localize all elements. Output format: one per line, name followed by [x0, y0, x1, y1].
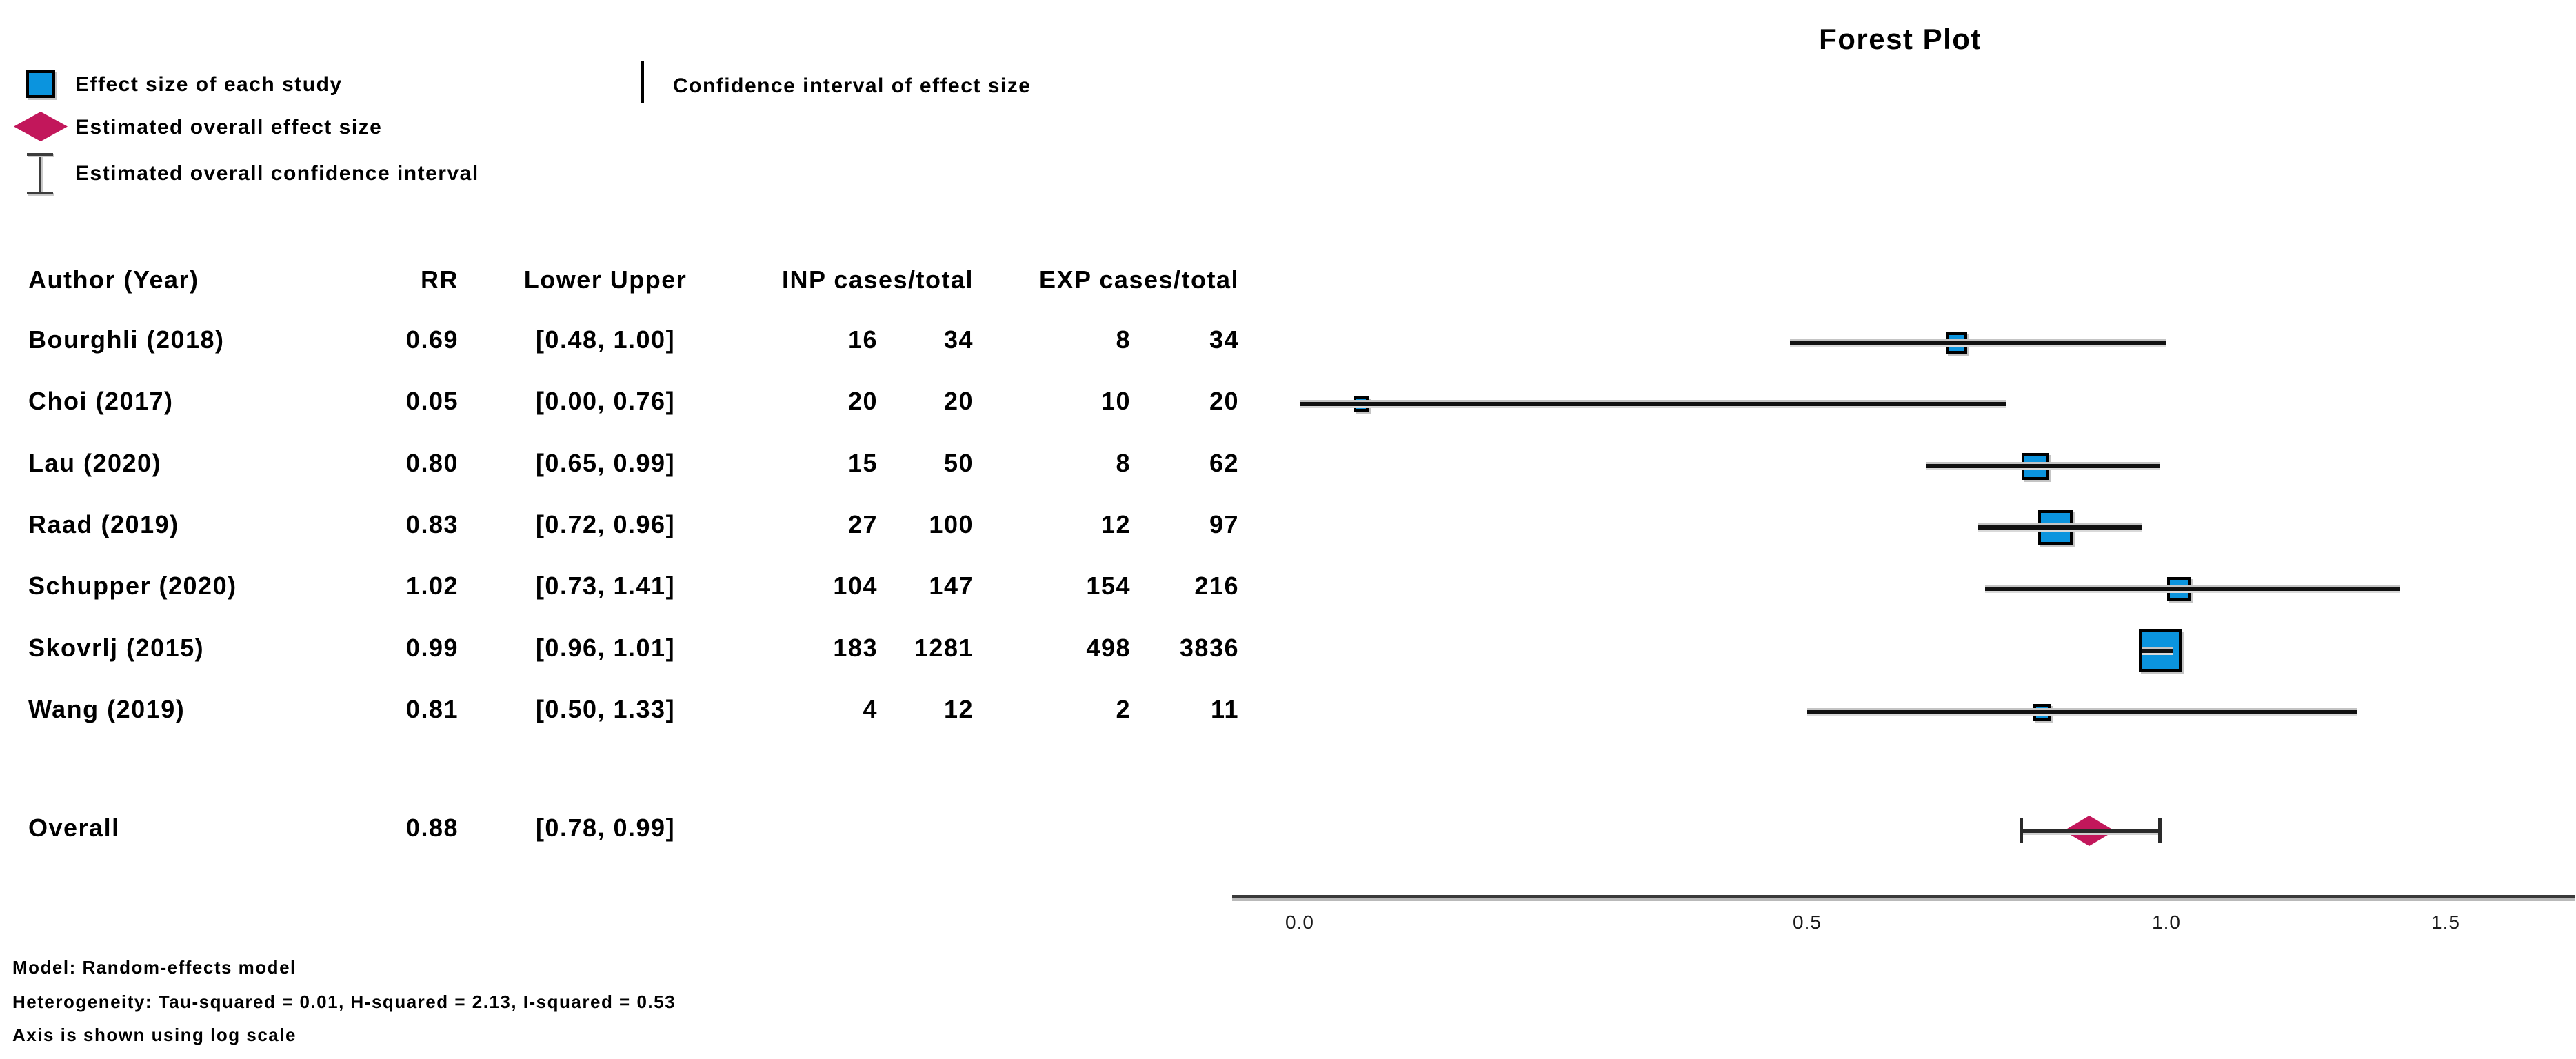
rr-cell: 0.05: [405, 387, 459, 415]
exp_cases-cell: 154: [1086, 572, 1131, 600]
exp_total-cell: 62: [1209, 449, 1239, 477]
ci-cell: [0.73, 1.41]: [535, 572, 676, 600]
exp_total-cell: 34: [1209, 325, 1239, 354]
author-cell: Lau (2020): [28, 449, 162, 477]
exp_total-cell: 3836: [1179, 634, 1239, 662]
rr-cell: 0.81: [405, 695, 459, 723]
table-row: Skovrlj (2015) 0.99 [0.96, 1.01] 183 1281 498…: [0, 636, 1262, 666]
table-row: Lau (2020) 0.80 [0.65, 0.99] 15 50 8 62: [0, 451, 1262, 481]
inp_cases-cell: 27: [847, 510, 878, 538]
author-cell: Wang (2019): [28, 695, 185, 723]
ci-line: [1985, 587, 2400, 591]
inp_cases-cell: 15: [847, 449, 878, 477]
page-title: Forest Plot: [1819, 23, 1982, 55]
col-header-rr: RR: [421, 265, 459, 294]
col-header-inp: INP cases/total: [782, 265, 974, 294]
inp_total-cell: 20: [943, 387, 974, 415]
legend-item-label: Effect size of each study: [75, 73, 343, 96]
exp_cases-cell: 10: [1100, 387, 1131, 415]
ci-line: [1300, 402, 2006, 406]
table-row: Raad (2019) 0.83 [0.72, 0.96] 27 100 12 97: [0, 512, 1262, 543]
table-row: Wang (2019) 0.81 [0.50, 1.33] 4 12 2 11: [0, 697, 1262, 727]
rr-cell: 0.69: [405, 325, 459, 354]
overall-ci-cap-left: [2020, 818, 2023, 843]
ci-cell: [0.50, 1.33]: [535, 695, 676, 723]
overall-rr-value: 0.88: [405, 814, 459, 842]
ci-cell: [0.96, 1.01]: [535, 634, 676, 662]
x-tick-label: 1.5: [2431, 911, 2460, 933]
inp_cases-cell: 104: [833, 572, 878, 600]
exp_total-cell: 11: [1210, 695, 1239, 723]
overall-ci-value: [0.78, 0.99]: [535, 814, 676, 842]
inp_total-cell: 147: [929, 572, 974, 600]
col-header-ci: Lower Upper: [523, 265, 687, 294]
rr-cell: 1.02: [405, 572, 459, 600]
exp_total-cell: 97: [1209, 510, 1239, 538]
effect-size-square-icon: [26, 70, 55, 98]
exp_total-cell: 216: [1194, 572, 1239, 600]
ci-cell: [0.00, 0.76]: [535, 387, 676, 415]
exp_cases-cell: 12: [1100, 510, 1131, 538]
table-row: Schupper (2020) 1.02 [0.73, 1.41] 104 147 154…: [0, 574, 1262, 604]
exp_total-cell: 20: [1209, 387, 1239, 415]
author-cell: Choi (2017): [28, 387, 174, 415]
inp_cases-cell: 16: [847, 325, 878, 354]
inp_cases-cell: 4: [863, 695, 878, 723]
inp_total-cell: 34: [943, 325, 974, 354]
legend: Effect size of each study Confidence int…: [0, 0, 1241, 207]
inp_total-cell: 1281: [914, 634, 974, 662]
legend-item-label: Confidence interval of effect size: [673, 74, 1032, 97]
inp_cases-cell: 20: [847, 387, 878, 415]
heterogeneity-note: Heterogeneity: Tau-squared = 0.01, H-squ…: [12, 991, 676, 1012]
author-cell: Bourghli (2018): [28, 325, 225, 354]
x-tick-label: 0.5: [1793, 911, 1822, 933]
col-header-exp: EXP cases/total: [1039, 265, 1239, 294]
x-tick-label: 1.0: [2152, 911, 2181, 933]
table-row: Choi (2017) 0.05 [0.00, 0.76] 20 20 10 20: [0, 389, 1262, 419]
author-cell: Skovrlj (2015): [28, 634, 205, 662]
legend-item-label: Estimated overall effect size: [75, 116, 383, 139]
exp_cases-cell: 8: [1116, 325, 1131, 354]
exp_cases-cell: 8: [1116, 449, 1131, 477]
model-note: Model: Random-effects model: [12, 957, 296, 978]
ci-line: [1926, 464, 2160, 468]
x-axis-line: [1232, 895, 2575, 898]
ci-cell: [0.72, 0.96]: [535, 510, 676, 538]
author-cell: Raad (2019): [28, 510, 179, 538]
legend-item-label: Estimated overall confidence interval: [75, 162, 479, 185]
rr-cell: 0.80: [405, 449, 459, 477]
overall-ci-icon: [27, 153, 53, 194]
ci-line: [1807, 710, 2357, 714]
inp_cases-cell: 183: [833, 634, 878, 662]
ci-cell: [0.65, 0.99]: [535, 449, 676, 477]
ci-line: [1978, 525, 2142, 530]
ci-line: [1790, 341, 2166, 345]
ci-line: [2142, 649, 2173, 653]
rr-cell: 0.83: [405, 510, 459, 538]
ci-cell: [0.48, 1.00]: [535, 325, 676, 354]
col-header-author: Author (Year): [28, 265, 199, 294]
author-cell: Schupper (2020): [28, 572, 237, 600]
overall-label: Overall: [28, 814, 120, 842]
overall-row: Overall 0.88 [0.78, 0.99]: [0, 816, 1262, 846]
table-header: Author (Year) RR Lower Upper INP cases/t…: [0, 268, 1262, 298]
axis-scale-note: Axis is shown using log scale: [12, 1025, 296, 1045]
inp_total-cell: 100: [929, 510, 974, 538]
inp_total-cell: 12: [943, 695, 974, 723]
exp_cases-cell: 2: [1116, 695, 1131, 723]
ci-line-icon: [641, 61, 644, 103]
rr-cell: 0.99: [405, 634, 459, 662]
inp_total-cell: 50: [943, 449, 974, 477]
overall-ci-line: [2021, 829, 2160, 833]
table-row: Bourghli (2018) 0.69 [0.48, 1.00] 16 34 8 34: [0, 327, 1262, 358]
overall-ci-cap-right: [2158, 818, 2162, 843]
x-tick-label: 0.0: [1285, 911, 1314, 933]
exp_cases-cell: 498: [1086, 634, 1131, 662]
